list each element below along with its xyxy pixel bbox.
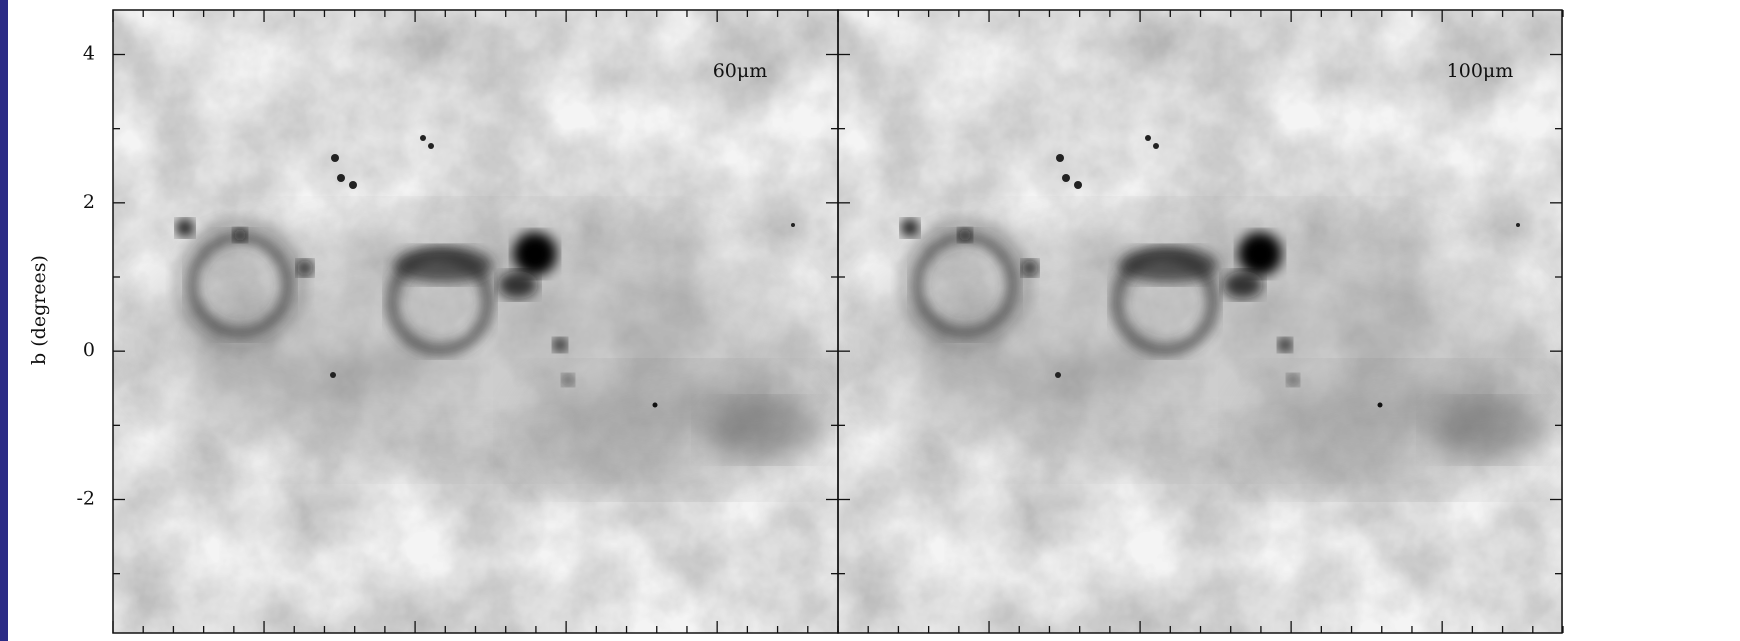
panel-image: [838, 10, 1563, 633]
page: 60μm 100μm b (degrees) -2024 (() => { co…: [0, 0, 1740, 641]
figure: 60μm 100μm b (degrees) -2 0 2 4: [0, 0, 1740, 641]
y-tick-label: 0: [83, 339, 95, 361]
y-tick-label: 2: [83, 191, 95, 213]
side-bar: [0, 0, 8, 641]
y-tick-label: -2: [76, 488, 95, 510]
panel-label: 100μm: [1447, 60, 1514, 82]
y-tick-label: 4: [83, 43, 95, 65]
panel-image: [113, 10, 838, 633]
panel-label: 60μm: [713, 60, 768, 82]
y-axis-label: b (degrees): [28, 255, 50, 365]
